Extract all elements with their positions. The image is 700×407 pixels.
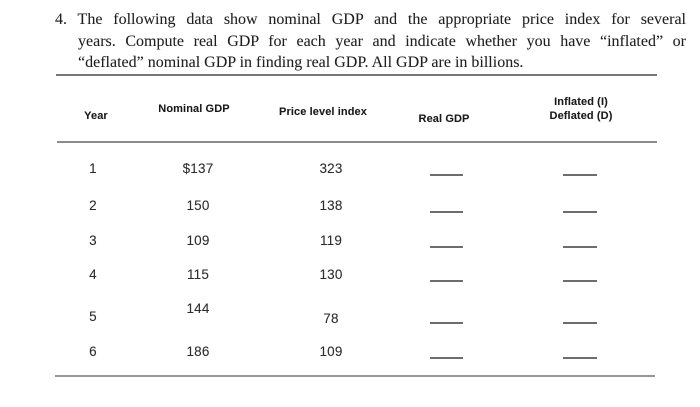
real-gdp-blank — [430, 174, 463, 176]
price-index-cell: 119 — [319, 233, 343, 248]
nominal-gdp-cell: 109 — [186, 233, 210, 248]
nominal-gdp-cell: 115 — [186, 267, 210, 282]
real-gdp-blank — [430, 280, 463, 282]
problem-statement: 4. The following data show nominal GDP a… — [55, 9, 686, 74]
real-gdp-blank — [430, 211, 463, 213]
nominal-gdp-cell: 150 — [186, 198, 210, 213]
year-cell: 2 — [89, 198, 97, 213]
table-row: 4 115 130 — [0, 268, 700, 288]
year-cell: 6 — [89, 344, 97, 359]
price-index-cell: 109 — [319, 344, 343, 359]
column-header-nominal-gdp: Nominal GDP — [158, 103, 230, 115]
table-rule-bottom — [55, 375, 655, 377]
year-cell: 5 — [89, 309, 97, 324]
real-gdp-blank — [430, 322, 463, 324]
year-cell: 3 — [89, 233, 97, 248]
price-index-cell: 138 — [319, 198, 343, 213]
real-gdp-blank — [430, 357, 463, 359]
inflated-deflated-blank — [563, 280, 597, 282]
column-header-real-gdp: Real GDP — [418, 113, 470, 125]
price-index-cell: 130 — [319, 267, 343, 282]
inflated-deflated-blank — [563, 246, 597, 248]
problem-line: 4. The following data show nominal GDP a… — [55, 11, 686, 28]
table-rule-top — [56, 74, 657, 76]
problem-line: “deflated” nominal GDP in finding real G… — [78, 54, 524, 71]
price-index-cell: 78 — [323, 311, 339, 326]
year-cell: 4 — [89, 267, 97, 282]
real-gdp-blank — [430, 246, 463, 248]
table-rule-header — [57, 141, 657, 143]
inflated-deflated-blank — [563, 357, 597, 359]
column-header-price-level-index: Price level index — [279, 106, 367, 118]
table-row: 1 $137 323 — [0, 162, 700, 182]
inflated-deflated-blank — [563, 174, 597, 176]
price-index-cell: 323 — [319, 161, 343, 176]
column-header-inflated-deflated: Inflated (I) Deflated (D) — [549, 96, 613, 122]
problem-line: years. Compute real GDP for each year an… — [78, 32, 686, 50]
inflated-deflated-blank — [563, 211, 597, 213]
inflated-deflated-blank — [563, 322, 597, 324]
table-row: 6 186 109 — [0, 345, 700, 365]
table-row: 2 150 138 — [0, 199, 700, 219]
year-cell: 1 — [89, 161, 97, 176]
nominal-gdp-cell: 186 — [186, 344, 210, 359]
nominal-gdp-cell: 144 — [186, 301, 210, 316]
table-row: 5 144 78 — [0, 302, 700, 330]
column-header-year: Year — [84, 110, 108, 122]
nominal-gdp-cell: $137 — [182, 161, 214, 176]
table-row: 3 109 119 — [0, 234, 700, 254]
